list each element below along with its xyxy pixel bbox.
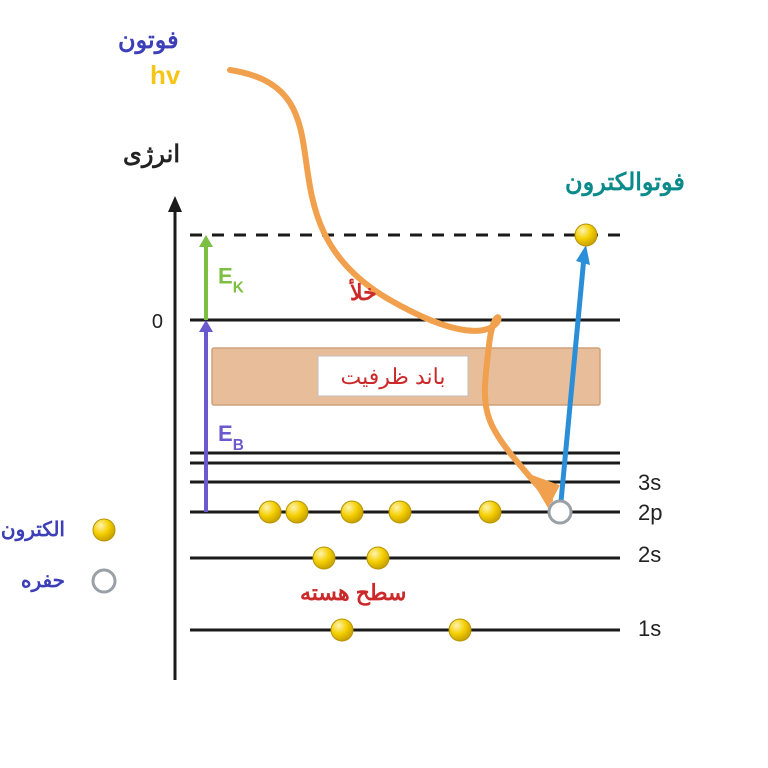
svg-text:1s: 1s [638,616,661,641]
svg-text:3s: 3s [638,470,661,495]
svg-text:2s: 2s [638,542,661,567]
vacuum-label: خلأ [349,278,377,305]
legend-electron-icon [93,519,115,541]
legend-hole-label: حفره [21,570,65,593]
energy-axis-label: انرژی [123,141,180,169]
eb-label: EB [218,421,244,454]
photon-path [230,70,550,500]
ek-label: EK [218,264,244,297]
photoelectron [575,224,597,246]
legend-hole-icon [93,570,115,592]
legend-electron-label: الکترون [1,519,65,542]
zero-label: 0 [152,311,163,333]
svg-text:2p: 2p [638,500,662,525]
energy-axis-arrow [168,196,182,212]
electrons [259,501,501,641]
photon-label: فوتون [118,27,179,55]
core-level-label: سطح هسته [300,580,406,606]
orbital-labels: 3s 2p 2s 1s [638,470,662,641]
photoelectron-label: فوتوالکترون [565,169,685,197]
hole [549,501,571,523]
hv-symbol: hv [150,60,181,90]
diagram: انرژی باند ظرفیت EK EB 0 فوتون hv خلأ سط… [0,0,768,768]
valence-band-label: باند ظرفیت [340,364,445,390]
ek-arrow [199,235,213,320]
